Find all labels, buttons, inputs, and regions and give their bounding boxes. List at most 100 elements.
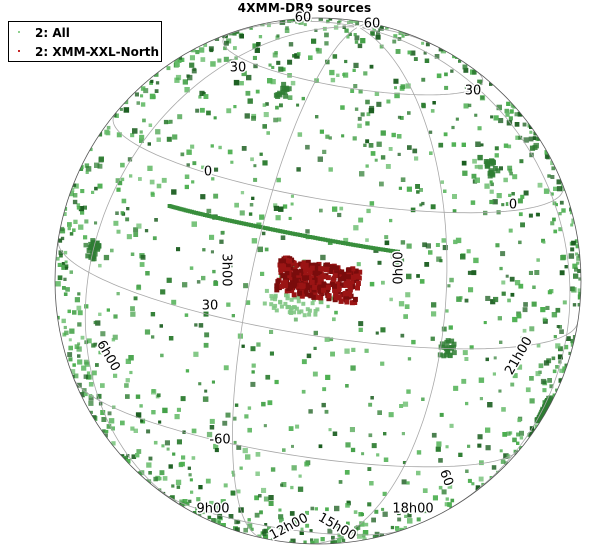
source-point xyxy=(191,456,196,460)
source-point xyxy=(529,130,533,134)
source-point xyxy=(572,303,577,307)
source-point xyxy=(262,103,267,107)
source-point xyxy=(555,343,561,349)
source-point xyxy=(507,144,512,149)
source-point xyxy=(255,89,260,94)
xxl-source-point xyxy=(343,279,349,285)
source-point xyxy=(72,228,76,232)
source-point xyxy=(176,407,181,412)
source-point xyxy=(133,232,139,237)
source-point xyxy=(445,338,451,344)
source-point xyxy=(405,83,411,89)
source-point xyxy=(343,241,348,246)
source-point xyxy=(136,285,142,291)
source-point xyxy=(247,518,251,522)
source-point xyxy=(575,244,580,249)
source-point xyxy=(140,419,144,423)
source-point xyxy=(111,441,116,446)
source-point xyxy=(562,366,568,372)
source-point xyxy=(421,507,427,514)
source-point xyxy=(501,407,506,412)
source-point xyxy=(80,335,85,340)
source-point xyxy=(193,351,199,357)
source-point xyxy=(528,270,533,275)
source-point xyxy=(337,212,342,218)
source-point xyxy=(334,310,338,315)
source-point xyxy=(269,302,274,307)
source-point xyxy=(344,470,350,475)
source-point xyxy=(266,23,271,28)
source-point xyxy=(337,21,341,25)
grid-label-8: 60 xyxy=(436,468,456,489)
source-point xyxy=(95,246,100,252)
source-point xyxy=(469,345,474,350)
source-point xyxy=(186,163,190,167)
source-point xyxy=(261,231,266,236)
source-point xyxy=(336,73,340,77)
source-point xyxy=(463,67,469,73)
source-point xyxy=(63,292,68,296)
source-point xyxy=(321,402,326,408)
source-point xyxy=(276,34,280,38)
source-point xyxy=(531,301,537,307)
source-point xyxy=(189,55,195,61)
source-point xyxy=(505,202,510,206)
source-point xyxy=(310,506,315,511)
source-point xyxy=(333,239,338,244)
xxl-source-point xyxy=(355,285,360,291)
source-point xyxy=(407,145,412,150)
source-point xyxy=(126,207,130,211)
source-point xyxy=(210,144,214,148)
source-point xyxy=(176,439,182,445)
source-point xyxy=(209,214,214,219)
source-point xyxy=(282,204,288,209)
source-point xyxy=(166,66,171,71)
source-point xyxy=(289,511,295,516)
source-point xyxy=(462,350,468,356)
source-point xyxy=(148,471,152,475)
source-point xyxy=(275,105,279,110)
source-point xyxy=(410,50,416,56)
source-point xyxy=(429,151,433,155)
source-point xyxy=(422,488,428,493)
source-point xyxy=(210,61,216,67)
source-point xyxy=(424,262,430,267)
source-point xyxy=(285,294,290,299)
source-point xyxy=(512,316,518,323)
source-point xyxy=(522,307,528,313)
source-point xyxy=(357,533,362,539)
source-point xyxy=(374,158,378,162)
source-point xyxy=(444,502,449,507)
source-point xyxy=(182,79,188,85)
source-point xyxy=(275,228,280,233)
source-point xyxy=(467,478,472,483)
source-point xyxy=(277,92,283,98)
source-point xyxy=(68,345,73,351)
source-point xyxy=(551,356,556,361)
source-point xyxy=(198,95,202,99)
source-point xyxy=(254,512,260,518)
source-point xyxy=(517,418,522,423)
source-point xyxy=(477,443,482,448)
source-point xyxy=(339,206,344,211)
source-point xyxy=(552,393,556,397)
source-point xyxy=(89,147,93,152)
source-point xyxy=(313,330,318,336)
source-point xyxy=(367,502,372,507)
source-point xyxy=(77,310,83,316)
source-point xyxy=(550,160,555,166)
source-point xyxy=(159,324,163,328)
xxl-source-point xyxy=(329,264,335,270)
source-point xyxy=(327,528,333,534)
source-point xyxy=(245,90,251,96)
source-point xyxy=(278,229,283,234)
source-point xyxy=(546,399,552,405)
source-point xyxy=(464,83,470,89)
source-point xyxy=(295,232,300,237)
source-point xyxy=(225,218,230,223)
source-point xyxy=(578,277,581,281)
source-point xyxy=(288,231,293,236)
source-point xyxy=(542,240,546,244)
source-point xyxy=(204,332,210,338)
